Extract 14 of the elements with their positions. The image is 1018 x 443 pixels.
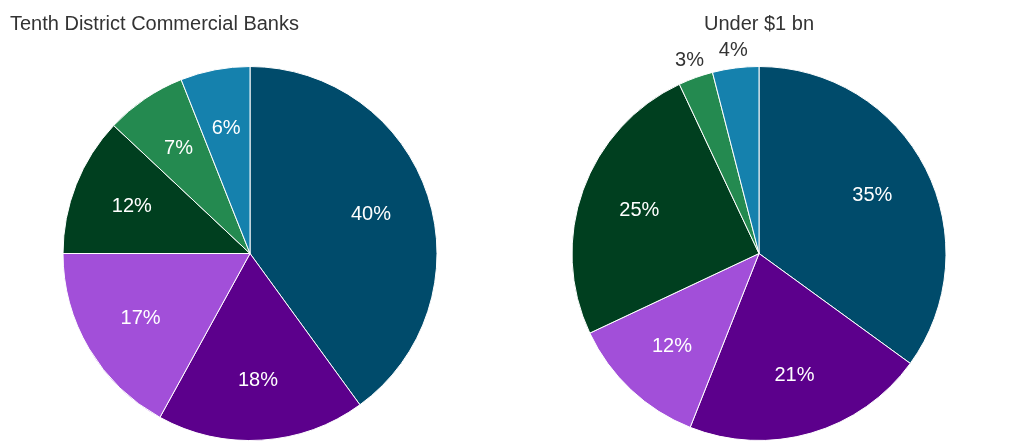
data-label: 25% bbox=[619, 197, 660, 220]
data-label: 6% bbox=[211, 116, 241, 139]
data-label: 4% bbox=[718, 37, 748, 60]
chart-title: Tenth District Commercial Banks bbox=[10, 11, 299, 34]
data-label: 12% bbox=[651, 333, 693, 356]
data-label: 12% bbox=[111, 194, 152, 217]
data-label: 40% bbox=[350, 201, 392, 224]
data-label: 17% bbox=[120, 305, 161, 328]
data-label: 3% bbox=[675, 48, 705, 71]
data-label: 18% bbox=[237, 367, 279, 390]
data-label: 35% bbox=[852, 183, 893, 206]
chart-title: Under $1 bn bbox=[703, 11, 815, 34]
data-label: 21% bbox=[774, 363, 815, 386]
data-label: 7% bbox=[164, 135, 194, 158]
